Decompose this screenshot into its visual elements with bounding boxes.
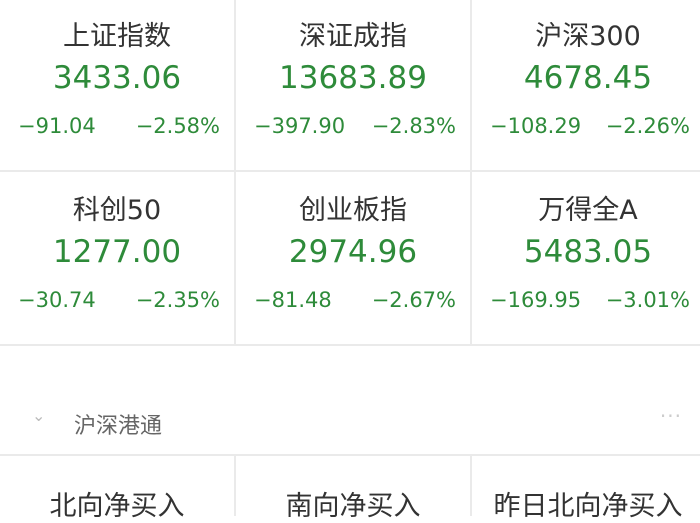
index-price: 2974.96 bbox=[288, 234, 418, 270]
index-price: 4678.45 bbox=[523, 60, 653, 96]
flow-name: 南向净买入 bbox=[285, 491, 421, 522]
index-card-szse[interactable]: 深证成指 13683.89 −397.90 −2.83% bbox=[236, 0, 470, 170]
index-change: −91.04 bbox=[18, 114, 96, 138]
section-title: 沪深港通 bbox=[74, 414, 163, 439]
flow-name: 北向净买入 bbox=[49, 491, 185, 522]
index-price: 13683.89 bbox=[279, 60, 427, 96]
section-header-connect[interactable]: ⌄ 沪深港通 ··· bbox=[0, 390, 700, 454]
index-pct: −2.58% bbox=[135, 114, 220, 138]
index-name: 万得全A bbox=[538, 195, 638, 226]
index-card-csi300[interactable]: 沪深300 4678.45 −108.29 −2.26% bbox=[472, 0, 700, 170]
flow-card-south[interactable]: 南向净买入 bbox=[236, 456, 470, 522]
index-name: 沪深300 bbox=[535, 21, 641, 52]
index-name: 创业板指 bbox=[299, 195, 407, 226]
index-name: 上证指数 bbox=[63, 21, 171, 52]
index-change: −397.90 bbox=[254, 114, 346, 138]
chevron-down-icon[interactable]: ⌄ bbox=[32, 406, 46, 425]
index-price: 3433.06 bbox=[52, 60, 182, 96]
index-change: −30.74 bbox=[18, 288, 96, 312]
index-change: −81.48 bbox=[254, 288, 332, 312]
flow-card-prev-north[interactable]: 昨日北向净买入 bbox=[472, 456, 700, 522]
index-price: 5483.05 bbox=[523, 234, 653, 270]
index-name: 深证成指 bbox=[299, 21, 407, 52]
index-price: 1277.00 bbox=[52, 234, 182, 270]
index-card-chinext[interactable]: 创业板指 2974.96 −81.48 −2.67% bbox=[236, 172, 470, 344]
index-change: −169.95 bbox=[490, 288, 582, 312]
index-pct: −2.35% bbox=[135, 288, 220, 312]
index-card-star50[interactable]: 科创50 1277.00 −30.74 −2.35% bbox=[0, 172, 234, 344]
flow-grid: 北向净买入 南向净买入 昨日北向净买入 bbox=[0, 454, 700, 522]
index-pct: −2.83% bbox=[371, 114, 456, 138]
flow-card-north[interactable]: 北向净买入 bbox=[0, 456, 234, 522]
index-name: 科创50 bbox=[72, 195, 162, 226]
index-card-wind-a[interactable]: 万得全A 5483.05 −169.95 −3.01% bbox=[472, 172, 700, 344]
index-pct: −2.26% bbox=[605, 114, 690, 138]
index-card-sse[interactable]: 上证指数 3433.06 −91.04 −2.58% bbox=[0, 0, 234, 170]
index-pct: −2.67% bbox=[371, 288, 456, 312]
flow-name: 昨日北向净买入 bbox=[493, 491, 683, 522]
index-pct: −3.01% bbox=[605, 288, 690, 312]
index-change: −108.29 bbox=[490, 114, 582, 138]
more-icon[interactable]: ··· bbox=[659, 404, 682, 428]
index-grid: 上证指数 3433.06 −91.04 −2.58% 深证成指 13683.89 −397… bbox=[0, 0, 700, 346]
